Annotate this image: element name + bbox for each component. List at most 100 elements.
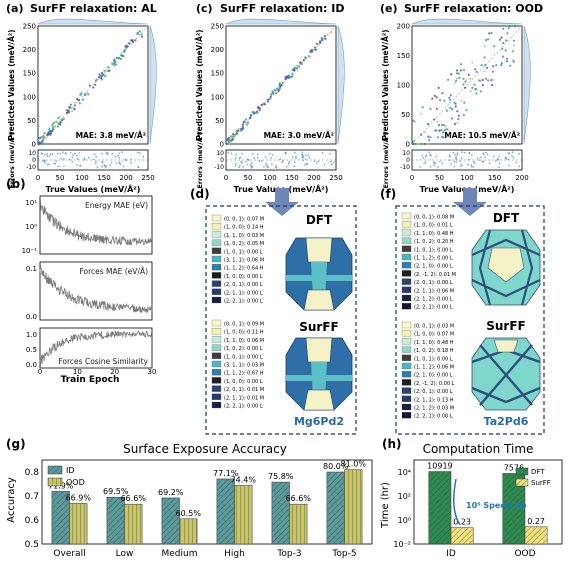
scatter-point — [485, 38, 488, 42]
legend-swatch — [401, 270, 412, 277]
panel-a-label: (a) — [6, 2, 23, 15]
legend-label: (2, 1, 1): 0.06 M — [414, 288, 454, 294]
scatter-point — [488, 32, 491, 35]
scatter-point — [225, 142, 228, 146]
training-subplot: Forces Cosine Similarity 1.0 0.5 0.0 — [26, 327, 153, 369]
training-curve — [39, 264, 153, 314]
scatter-point — [61, 119, 64, 122]
error-point — [287, 162, 290, 165]
legend-label: (2, 2, 1): 0.00 L — [414, 414, 453, 420]
scatter-point — [440, 123, 444, 126]
legend-label: (2, -1, 2): 0.01 M — [414, 272, 456, 278]
panel-b: (b) Energy MAE (eV) 10¹ 10⁰ 10⁻¹ Forces MAE … — [6, 177, 156, 385]
scatter-point — [438, 129, 441, 132]
scatter-point — [508, 24, 511, 28]
scatter-point — [107, 66, 110, 69]
legend-swatch — [211, 296, 222, 304]
legend-entry: (2, 1, 0): 0.00 L — [401, 262, 453, 270]
error-point — [467, 158, 470, 161]
y-tick-label: 0.5 — [26, 346, 37, 354]
legend-swatch — [401, 286, 412, 293]
scatter-point — [483, 45, 486, 48]
legend-swatch — [401, 346, 412, 353]
error-point — [105, 165, 108, 168]
error-point — [329, 152, 331, 155]
legend-entry: (2, 0, 1): 0.00 L — [401, 387, 453, 395]
y-tick-label: 10⁻¹ — [22, 247, 38, 255]
legend-entry: (2, 0, 1): 0.00 L — [211, 280, 263, 288]
error-point — [101, 161, 104, 164]
legend-entry: (1, 0, 1): 0.00 L — [401, 245, 453, 253]
scatter-point — [69, 103, 73, 106]
error-point — [109, 164, 112, 167]
panel-b-xlabel: Train Epoch — [61, 375, 120, 385]
y-tick-label: 10⁻² — [393, 540, 411, 549]
scatter-point — [501, 55, 505, 58]
error-point — [240, 160, 243, 163]
error-point — [118, 152, 121, 155]
legend-label: (2, 0, 1): 0.00 L — [414, 280, 453, 286]
scatter-point — [140, 33, 143, 36]
subplot-label: Forces MAE (eV/Å) — [79, 267, 148, 276]
scatter-point — [484, 64, 487, 67]
scatter-point — [257, 106, 260, 109]
x-tick-label: 50 — [435, 174, 444, 182]
scatter-point — [43, 132, 46, 135]
x-axis-label: True Values (meV/Å²) — [46, 184, 141, 194]
error-point — [480, 156, 482, 159]
error-point — [433, 164, 436, 166]
parity-line — [411, 25, 523, 145]
scatter-point — [119, 57, 123, 61]
bar-value-label: 69.2% — [158, 488, 184, 497]
panel-g-ylabel: Accuracy — [6, 477, 17, 523]
legend-label: (1, 0, 2): 0.20 H — [414, 239, 454, 245]
error-point — [137, 166, 140, 168]
scatter-point — [471, 86, 474, 89]
error-point — [429, 154, 431, 156]
error-point — [512, 156, 515, 159]
panel-f-material: Ta2Pd6 — [484, 415, 529, 428]
legend-label: (2, -1, 2): 0.00 L — [414, 381, 455, 387]
error-point — [448, 154, 451, 157]
legend-label: (1, 1, 0): 0.48 H — [414, 231, 454, 237]
error-point — [498, 155, 500, 158]
scatter-point — [462, 77, 465, 80]
error-point — [253, 157, 256, 159]
scatter-point — [263, 103, 266, 106]
y-tick-label: 0.7 — [25, 492, 39, 502]
scatter-point — [491, 83, 494, 87]
legend-entry: (1, 0, 0): 0.00 L — [211, 272, 263, 280]
bar-value-label: 69.5% — [103, 487, 129, 496]
error-point — [59, 153, 62, 155]
scatter-point — [486, 66, 489, 69]
scatter-point — [287, 76, 290, 79]
scatter-point — [249, 114, 252, 117]
panel-h-label: (h) — [382, 437, 402, 451]
scatter-point — [490, 31, 493, 34]
scatter-point — [313, 46, 317, 49]
scatter-point — [465, 79, 468, 82]
panel-f-surff-legend: (0, 0, 1): 0.03 M (1, 0, 0): 0.07 M (1, 1,… — [401, 321, 455, 420]
scatter-point — [57, 122, 60, 125]
x-tick-label: 100 — [75, 174, 88, 182]
y-tick-label: 150 — [211, 70, 224, 78]
mg6pd2-dft-crystal — [285, 237, 353, 311]
parity-line — [37, 25, 149, 145]
bar-value-label: 66.6% — [286, 494, 312, 503]
legend-label: (3, 1, 1): 0.03 M — [224, 363, 264, 369]
legend-entry: (2, 1, 2): 0.00 L — [401, 294, 453, 303]
scatter-point — [436, 120, 439, 124]
error-point — [472, 165, 475, 168]
scatter-point — [500, 64, 503, 67]
panel-d-dft-title: DFT — [306, 213, 333, 227]
legend-label: (1, 0, 1): 0.00 L — [414, 247, 453, 253]
category-label: Top-3 — [276, 549, 301, 559]
error-point — [129, 161, 132, 164]
error-point — [103, 164, 106, 167]
scatter-point — [443, 99, 446, 102]
panel-a: (a) SurFF relaxation: AL — [6, 2, 157, 15]
scatter-point — [483, 70, 486, 73]
error-point — [251, 162, 253, 165]
